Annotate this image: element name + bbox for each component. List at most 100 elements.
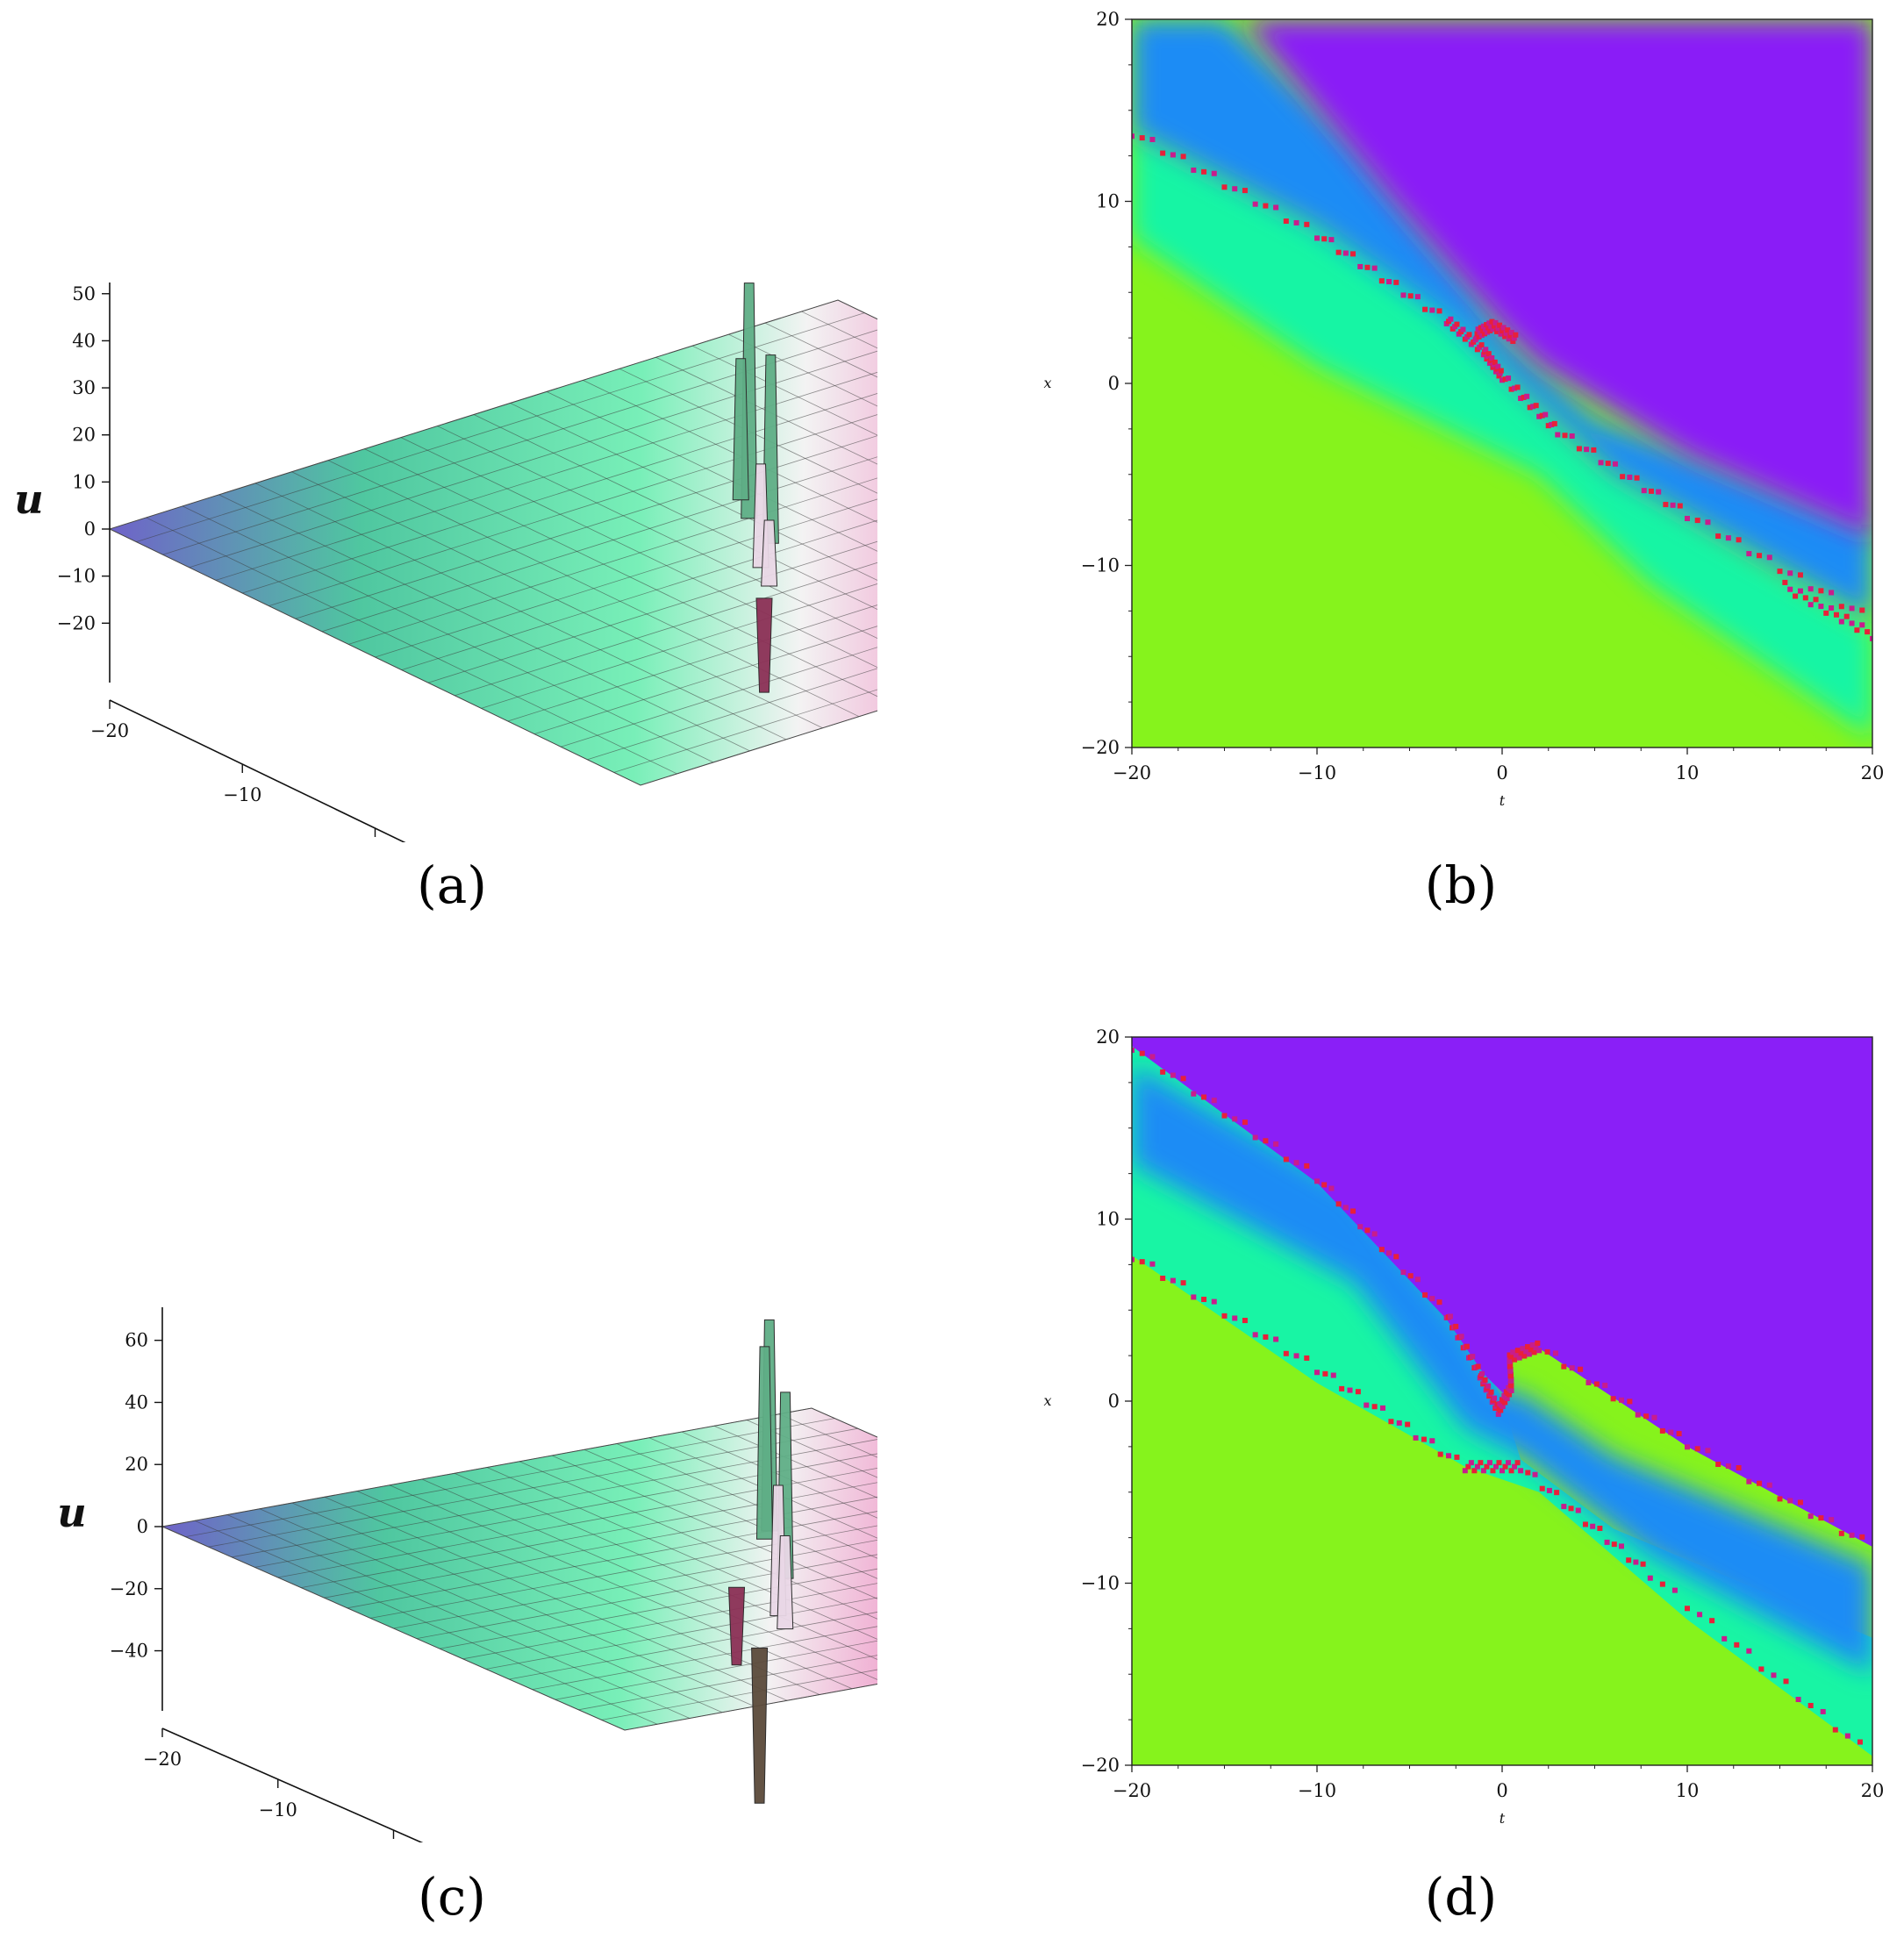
noise-dot (1492, 359, 1498, 365)
noise-dot (1502, 333, 1508, 340)
noise-dot (1480, 1468, 1486, 1474)
noise-dot (1757, 1480, 1763, 1486)
mesh-line-x (455, 562, 877, 697)
noise-dot (1421, 1436, 1427, 1442)
noise-dot (1659, 1427, 1665, 1434)
noise-dot (1508, 1468, 1514, 1474)
noise-dot (1510, 338, 1516, 344)
noise-dot (1793, 593, 1799, 599)
noise-dot (1453, 1323, 1459, 1329)
noise-dot (1535, 1340, 1541, 1346)
noise-dot (1405, 1421, 1411, 1427)
noise-dot (1582, 1521, 1588, 1527)
x-axis-label: t (1500, 792, 1506, 809)
noise-dot (1497, 322, 1503, 328)
noise-dot (1357, 263, 1364, 269)
noise-dot (1507, 333, 1514, 339)
noise-dot (1322, 1370, 1328, 1377)
x-tick-label: 10 (1676, 762, 1700, 783)
noise-dot (1512, 385, 1518, 391)
mesh-line-x (481, 583, 877, 709)
noise-dot (1478, 333, 1485, 339)
noise-dot (1602, 1383, 1608, 1389)
mesh-line-x (532, 1626, 877, 1690)
noise-dot (1339, 1385, 1345, 1391)
noise-dot (1263, 1138, 1269, 1144)
noise-dot (1170, 1072, 1176, 1078)
noise-dot (1591, 447, 1597, 453)
noise-dot (1478, 325, 1484, 331)
noise-dot (1149, 136, 1156, 142)
noise-dot (1512, 1356, 1518, 1363)
noise-dot (1795, 1697, 1801, 1703)
noise-dot (1283, 1350, 1289, 1356)
noise-dot (1514, 1460, 1521, 1466)
noise-dot (1507, 1373, 1514, 1379)
vertical-axis-label: u (57, 1489, 86, 1536)
noise-dot (1211, 170, 1217, 176)
noise-dot (1771, 1672, 1777, 1678)
noise-dot (1705, 1448, 1711, 1454)
mesh-line-x (640, 710, 877, 786)
noise-dot (1506, 336, 1512, 342)
noise-dot (1489, 354, 1495, 361)
z-tick-label: 30 (72, 377, 96, 398)
noise-dot (1283, 218, 1289, 225)
x-tick-label: 0 (1496, 1780, 1507, 1801)
noise-dot (1813, 597, 1819, 603)
noise-dot (1485, 329, 1491, 335)
noise-dot (1139, 135, 1145, 141)
noise-dot (1777, 1496, 1783, 1502)
noise-dot (1488, 1389, 1494, 1395)
noise-dot (1483, 326, 1489, 333)
noise-dot (1446, 1453, 1452, 1459)
noise-dot (1201, 1297, 1207, 1303)
noise-dot (1561, 1363, 1567, 1370)
mesh-line-x (533, 626, 877, 734)
x-tick-label: 20 (1861, 762, 1885, 783)
noise-dot (1829, 1517, 1835, 1523)
noise-dot (1342, 250, 1349, 256)
noise-dot (1464, 1343, 1470, 1349)
noise-dot (1787, 570, 1793, 576)
noise-dot (1473, 335, 1479, 341)
noise-dot (1488, 323, 1494, 329)
noise-dot (1676, 1431, 1682, 1437)
noise-dot (1252, 1332, 1258, 1338)
noise-dot (1783, 1678, 1789, 1685)
noise-dot (1508, 1354, 1514, 1360)
noise-dot (1477, 329, 1483, 335)
noise-dot (1859, 622, 1865, 628)
noise-dot (1524, 393, 1530, 399)
noise-dot (1170, 152, 1176, 158)
noise-dot (1618, 1397, 1624, 1403)
noise-dot (1486, 320, 1492, 326)
noise-dot (1221, 184, 1228, 190)
noise-dot (1476, 333, 1482, 340)
mesh-line-t (583, 379, 877, 523)
noise-dot (1670, 502, 1676, 508)
band-blue (1132, 1064, 1872, 1675)
noise-dot (1335, 249, 1342, 255)
noise-dot (1526, 1351, 1532, 1357)
noise-dot (1500, 1468, 1505, 1474)
y-axis-label: x (1043, 375, 1051, 391)
x-tick-label: −20 (1113, 762, 1151, 783)
noise-dot (1584, 447, 1590, 453)
z-tick-label: 0 (84, 519, 96, 540)
y-tick-label: 0 (1108, 373, 1120, 394)
noise-dot (1626, 1557, 1632, 1563)
noise-dot (1843, 613, 1850, 619)
mesh-line-x (587, 668, 877, 761)
noise-dot (1516, 1355, 1522, 1361)
noise-dot (1263, 203, 1269, 209)
noise-dot (1447, 1313, 1453, 1320)
noise-dot (1364, 264, 1371, 270)
noise-dot (1648, 488, 1654, 494)
mesh-line-x (561, 647, 877, 748)
noise-dot (1627, 1398, 1633, 1405)
noise-dot (1500, 1403, 1506, 1409)
noise-dot (1492, 319, 1499, 325)
noise-dot (1481, 331, 1487, 337)
noise-dot (1393, 279, 1399, 285)
